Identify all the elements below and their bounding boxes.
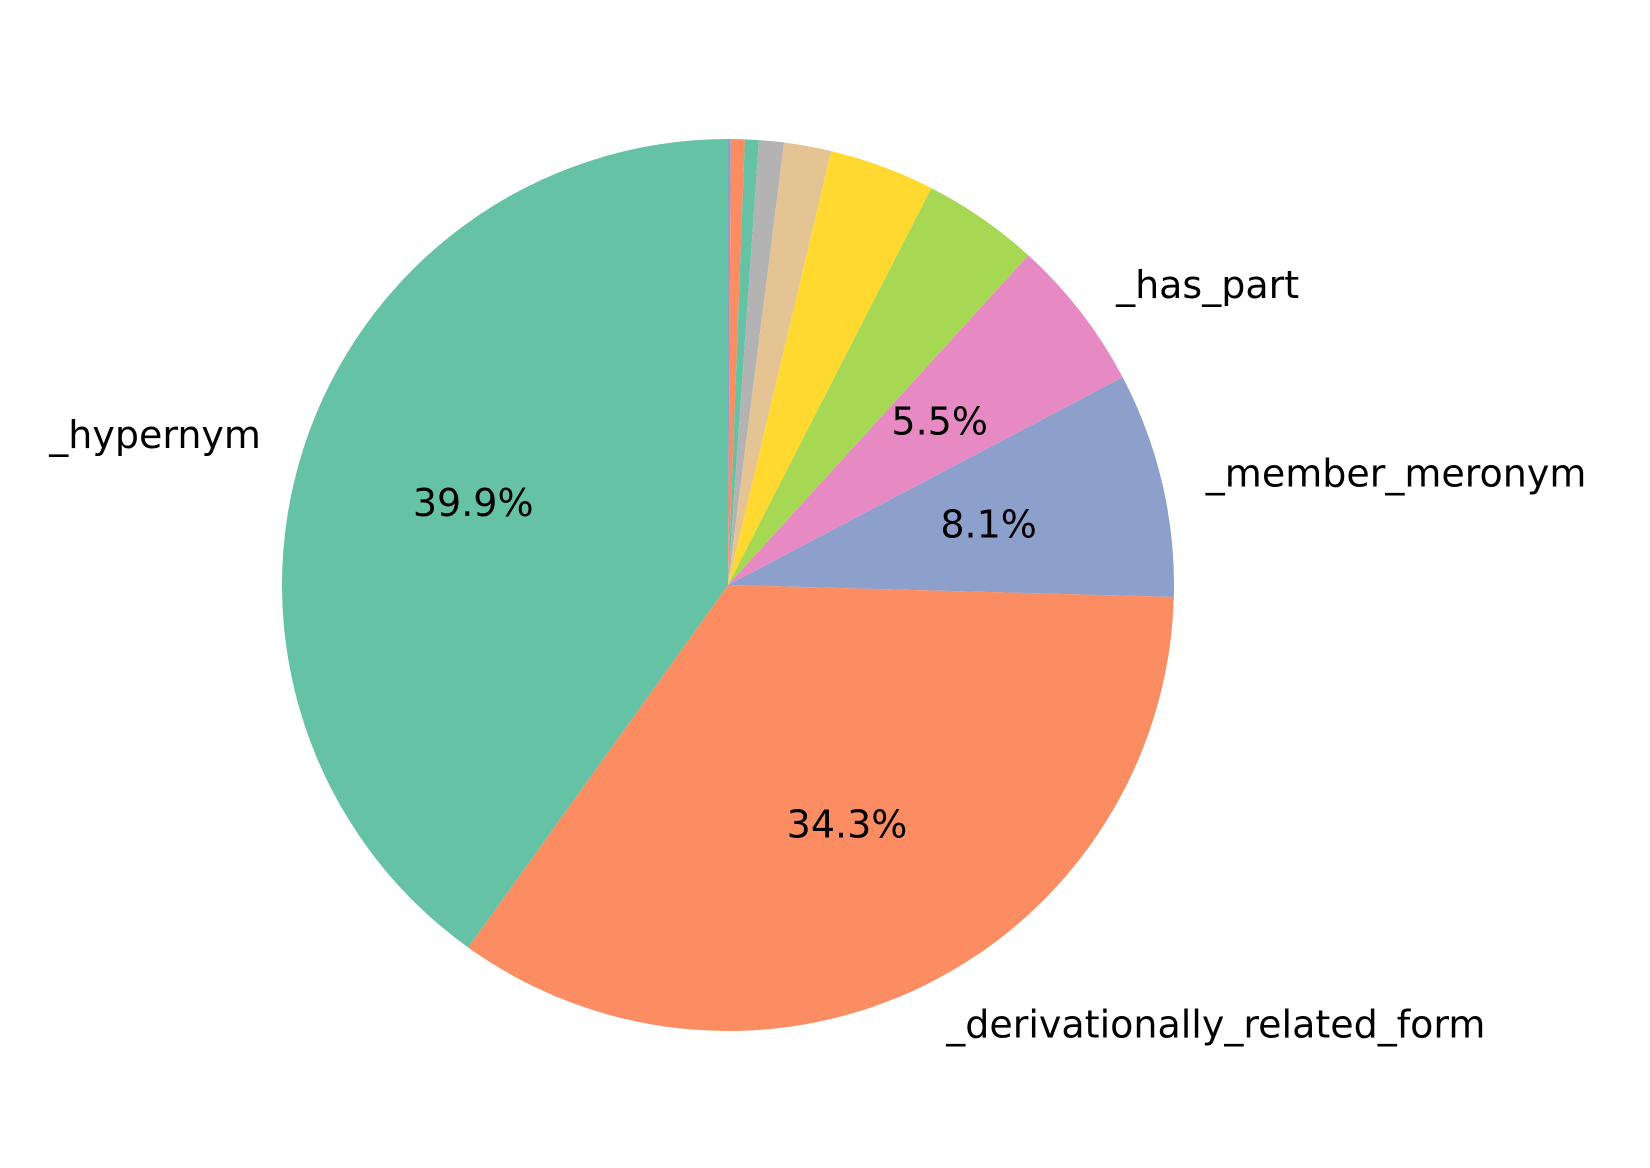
percent-label-8: 8.1% <box>940 502 1037 546</box>
pie-slice-2 <box>728 139 759 586</box>
pie-slice-9 <box>468 585 1174 1031</box>
pie-slice-0 <box>728 139 731 585</box>
percent-label-10: 39.9% <box>413 481 534 525</box>
percent-label-9: 34.3% <box>787 803 908 847</box>
pie-slice-7 <box>728 255 1123 585</box>
percent-labels: 5.5% 8.1% 34.3% 39.9% <box>413 399 1037 846</box>
pie-slice-6 <box>728 188 1029 586</box>
pie-slices <box>282 139 1174 1031</box>
percent-label-7: 5.5% <box>891 399 988 443</box>
pie-slice-1 <box>728 139 745 585</box>
category-label-10: _hypernym <box>48 413 261 457</box>
pie-slice-10 <box>282 139 728 948</box>
pie-slice-3 <box>728 140 785 585</box>
pie-slice-5 <box>728 151 932 585</box>
pie-slice-4 <box>728 142 832 585</box>
category-labels: _has_part _member_meronym _derivationally_… <box>48 263 1586 1047</box>
category-label-9: _derivationally_related_form <box>945 1002 1485 1046</box>
category-label-8: _member_meronym <box>1205 452 1587 496</box>
category-label-7: _has_part <box>1115 263 1299 307</box>
pie-slice-8 <box>728 377 1174 597</box>
